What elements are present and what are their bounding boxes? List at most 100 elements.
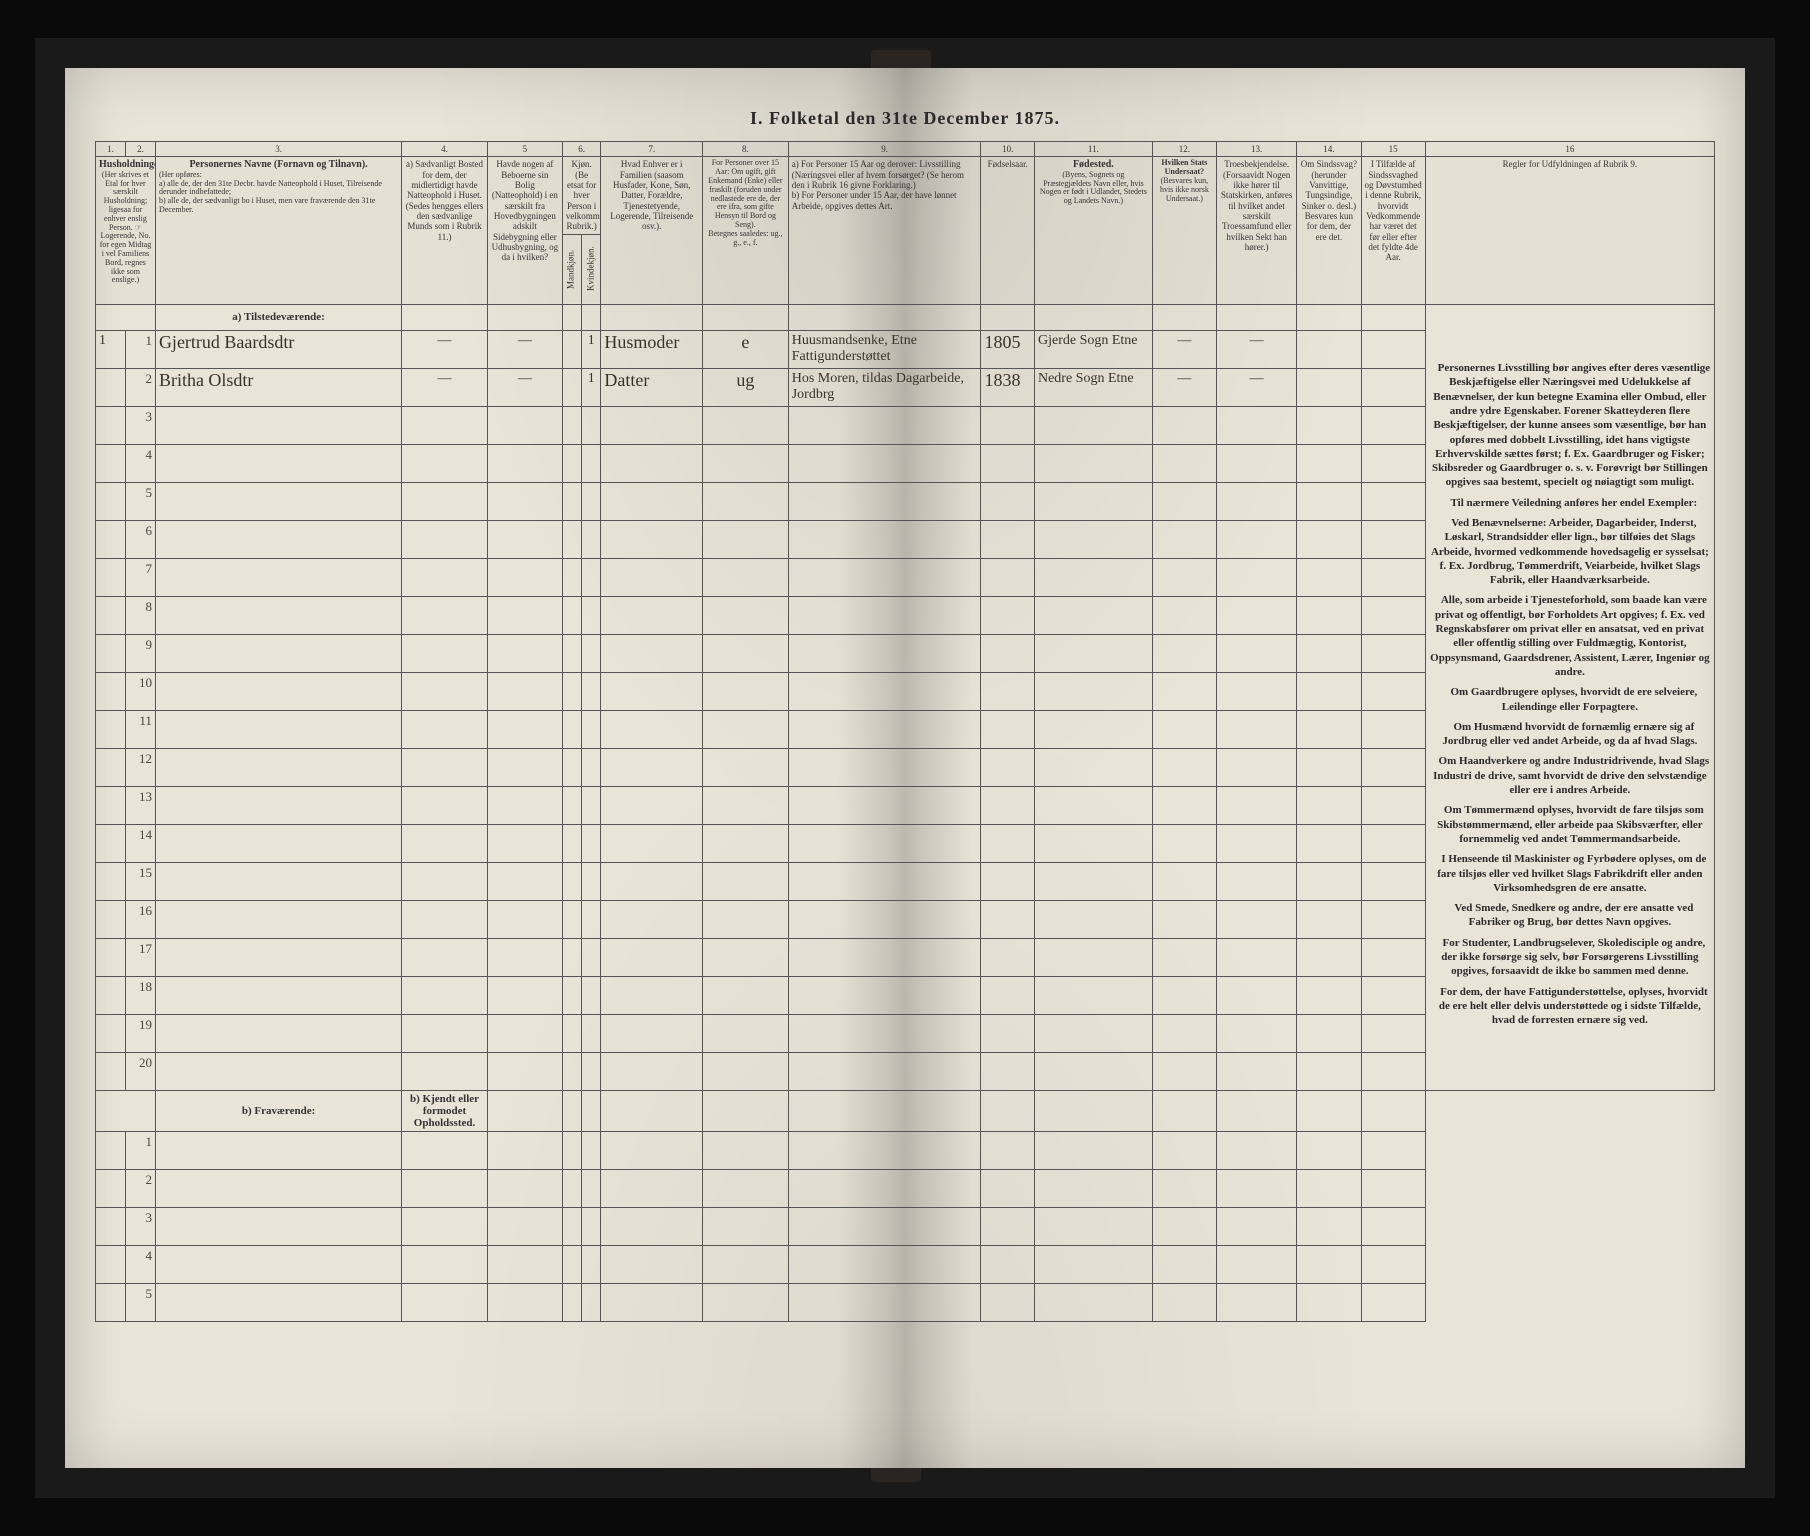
colnum-7: 7. [601,142,703,157]
cell-birthyear [981,1014,1035,1052]
cell-name [155,1246,401,1284]
cell-c14 [1297,558,1361,596]
cell-marital [703,1014,789,1052]
cell-citizen [1152,596,1216,634]
cell-c4 [402,862,488,900]
cell-religion [1217,938,1297,976]
head-citizenship: Hvilken Stats Undersaat? (Besvares kun, … [1152,157,1216,304]
cell-birthyear [981,824,1035,862]
cell-c14 [1297,482,1361,520]
cell-c14 [1297,444,1361,482]
rules-para: Om Husmænd hvorvidt de fornæmlig ernære … [1429,720,1711,749]
cell-religion [1217,976,1297,1014]
cell-name [155,672,401,710]
colnum-3: 3. [155,142,401,157]
colnum-12: 12. [1152,142,1216,157]
head-birthplace-sub: (Byens, Sognets og Præstegjældets Navn e… [1038,171,1149,206]
cell-religion [1217,748,1297,786]
cell-religion [1217,672,1297,710]
colnum-16: 16 [1425,142,1714,157]
cell-occupation [788,862,981,900]
cell-hh [96,710,126,748]
colnum-6: 6. [562,142,601,157]
colnum-5: 5 [487,142,562,157]
binding-tab-top [871,50,931,68]
cell-rownum: 2 [125,1170,155,1208]
cell-family [601,748,703,786]
cell-occupation [788,444,981,482]
cell-occupation: Huusmandsenke, Etne Fattigunderstøttet [788,330,981,368]
cell-c5 [487,672,562,710]
cell-rownum: 1 [125,1132,155,1170]
colnum-1: 1. [96,142,126,157]
cell-citizen [1152,748,1216,786]
cell-hh [96,748,126,786]
cell-c15 [1361,330,1425,368]
cell-male [562,482,581,520]
cell-family [601,482,703,520]
cell-c14 [1297,368,1361,406]
cell-male [562,520,581,558]
cell-occupation [788,748,981,786]
cell-citizen [1152,444,1216,482]
cell-birthyear [981,748,1035,786]
rules-para: Ved Benævnelserne: Arbeider, Dagarbeider… [1429,516,1711,587]
cell-name [155,938,401,976]
cell-rownum: 8 [125,596,155,634]
cell-rownum: 14 [125,824,155,862]
cell-female [582,672,601,710]
ledger-page: I. Folketal den 31te December 1875. 1. 2… [65,68,1745,1468]
cell-rownum: 11 [125,710,155,748]
cell-c14 [1297,1052,1361,1090]
cell-c5 [487,596,562,634]
section-b-text: b) Fraværende: [155,1090,401,1131]
cell-hh [96,558,126,596]
section-b4-text: b) Kjendt eller formodet Opholdssted. [402,1090,488,1131]
table-header: 1. 2. 3. 4. 5 6. 7. 8. 9. 10. 11. 12. 13… [96,142,1715,305]
cell-c15 [1361,786,1425,824]
cell-c15 [1361,824,1425,862]
cell-male [562,976,581,1014]
head-marital-main: For Personer over 15 Aar: Om ugift, gift… [706,159,785,229]
cell-female [582,596,601,634]
cell-c14 [1297,824,1361,862]
cell-female [582,900,601,938]
cell-religion [1217,406,1297,444]
cell-occupation [788,406,981,444]
cell-rownum: 3 [125,406,155,444]
cell-name [155,1014,401,1052]
cell-birthplace [1034,824,1152,862]
cell-c15 [1361,596,1425,634]
cell-birthyear [981,444,1035,482]
cell-birthplace [1034,786,1152,824]
tbody-absent: b) Fraværende: b) Kjendt eller formodet … [96,1090,1715,1321]
cell-c5 [487,406,562,444]
head-outbuilding: Havde nogen af Beboerne sin Bolig (Natte… [487,157,562,304]
cell-religion [1217,824,1297,862]
cell-c14 [1297,748,1361,786]
cell-c15 [1361,406,1425,444]
cell-hh [96,482,126,520]
colnum-8: 8. [703,142,789,157]
cell-religion [1217,862,1297,900]
cell-c5 [487,710,562,748]
cell-male [562,330,581,368]
cell-family [601,824,703,862]
cell-c5 [487,482,562,520]
cell-marital [703,786,789,824]
cell-name [155,482,401,520]
cell-female [582,862,601,900]
cell-female [582,520,601,558]
cell-c4 [402,406,488,444]
cell-hh [96,938,126,976]
cell-religion [1217,710,1297,748]
cell-occupation [788,482,981,520]
cell-family [601,672,703,710]
cell-family [601,710,703,748]
cell-name [155,786,401,824]
cell-female [582,938,601,976]
cell-birthyear [981,976,1035,1014]
cell-female [582,444,601,482]
cell-name [155,976,401,1014]
cell-male [562,444,581,482]
